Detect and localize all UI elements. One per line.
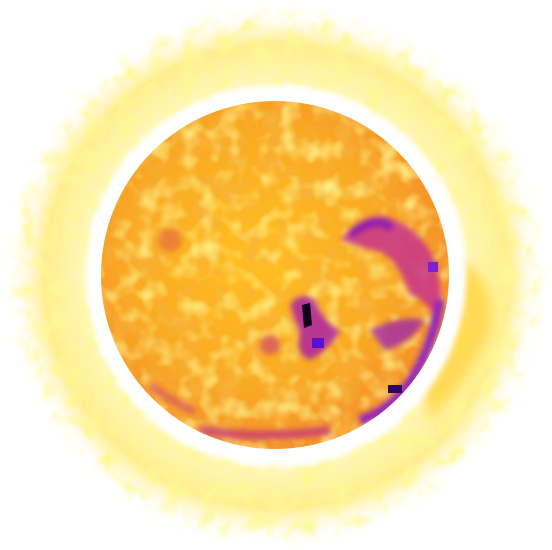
region: [158, 228, 182, 252]
region: [199, 425, 331, 440]
dark-spot: [302, 303, 312, 328]
active-regions: [147, 215, 445, 440]
region: [290, 296, 340, 360]
dark-spot: [428, 262, 438, 272]
region: [370, 318, 425, 350]
dark-spot: [388, 385, 402, 393]
region: [347, 218, 395, 239]
region: [260, 335, 280, 355]
region: [147, 382, 197, 416]
region: [340, 215, 442, 330]
region: [358, 299, 445, 425]
dark-spot: [312, 338, 324, 348]
halo-bright-arc: [420, 250, 492, 420]
